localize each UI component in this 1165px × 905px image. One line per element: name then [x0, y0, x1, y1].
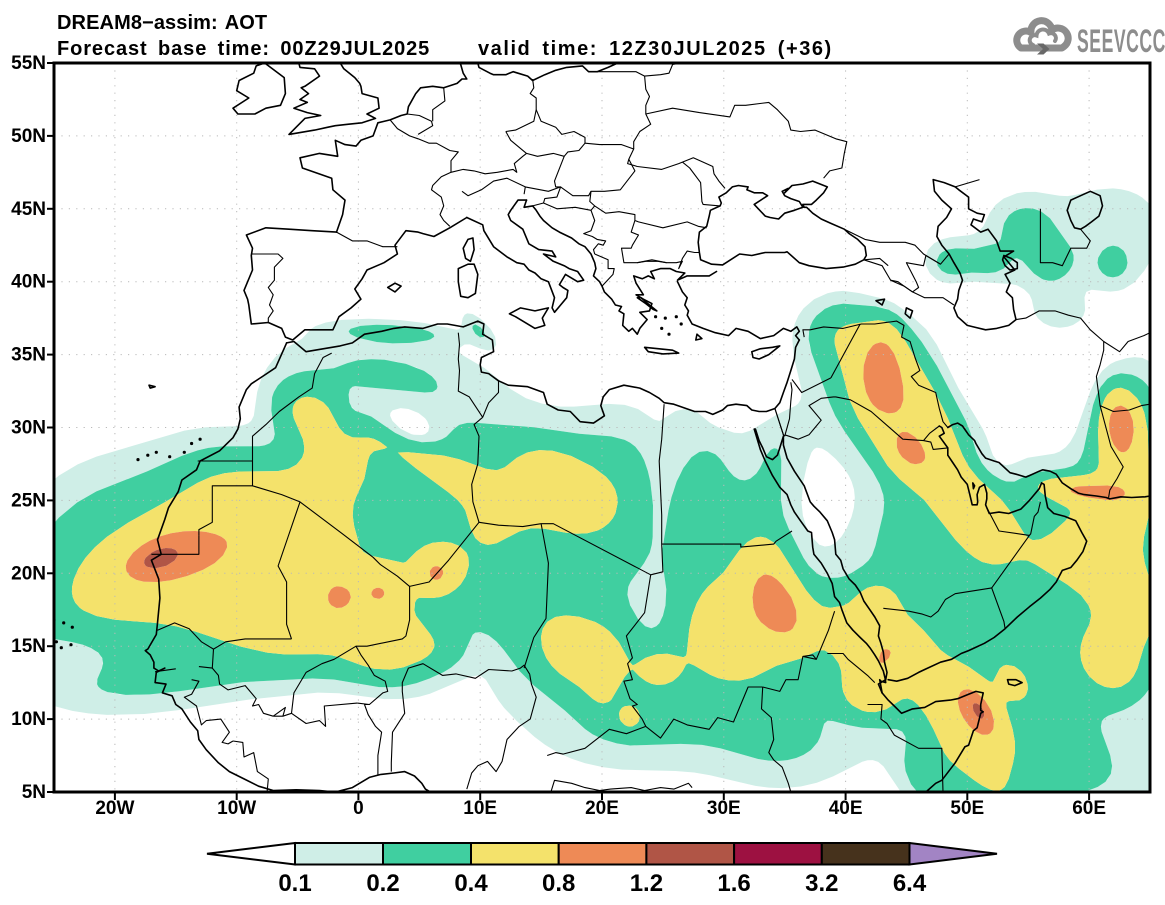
- svg-text:3.2: 3.2: [805, 870, 838, 897]
- svg-text:30E: 30E: [707, 798, 741, 819]
- svg-text:50N: 50N: [11, 126, 46, 147]
- svg-text:10N: 10N: [11, 709, 46, 730]
- svg-text:DREAM8−assim: AOT: DREAM8−assim: AOT: [57, 12, 267, 34]
- svg-text:25N: 25N: [11, 490, 46, 511]
- svg-text:15N: 15N: [11, 636, 46, 657]
- svg-text:45N: 45N: [11, 199, 46, 220]
- svg-text:20W: 20W: [95, 798, 134, 819]
- svg-text:60E: 60E: [1072, 798, 1106, 819]
- svg-text:35N: 35N: [11, 345, 46, 366]
- svg-text:10E: 10E: [463, 798, 497, 819]
- svg-text:1.2: 1.2: [630, 870, 663, 897]
- svg-text:SEEVCCC: SEEVCCC: [1077, 25, 1165, 60]
- svg-text:0.2: 0.2: [366, 870, 399, 897]
- svg-text:0.1: 0.1: [278, 870, 311, 897]
- svg-text:1.6: 1.6: [717, 870, 750, 897]
- svg-text:valid time: 12Z30JUL2025 (+36): valid time: 12Z30JUL2025 (+36): [478, 38, 833, 60]
- svg-text:Forecast base time: 00Z29JUL20: Forecast base time: 00Z29JUL2025: [57, 38, 430, 60]
- svg-text:20E: 20E: [585, 798, 619, 819]
- svg-text:0: 0: [353, 798, 364, 819]
- svg-text:0.4: 0.4: [454, 870, 488, 897]
- svg-text:40E: 40E: [829, 798, 863, 819]
- svg-text:5N: 5N: [22, 782, 46, 803]
- svg-text:0.8: 0.8: [542, 870, 575, 897]
- svg-text:6.4: 6.4: [893, 870, 927, 897]
- svg-text:10W: 10W: [217, 798, 256, 819]
- svg-text:40N: 40N: [11, 272, 46, 293]
- svg-text:55N: 55N: [11, 53, 46, 74]
- svg-text:30N: 30N: [11, 418, 46, 439]
- svg-text:20N: 20N: [11, 563, 46, 584]
- svg-text:50E: 50E: [950, 798, 984, 819]
